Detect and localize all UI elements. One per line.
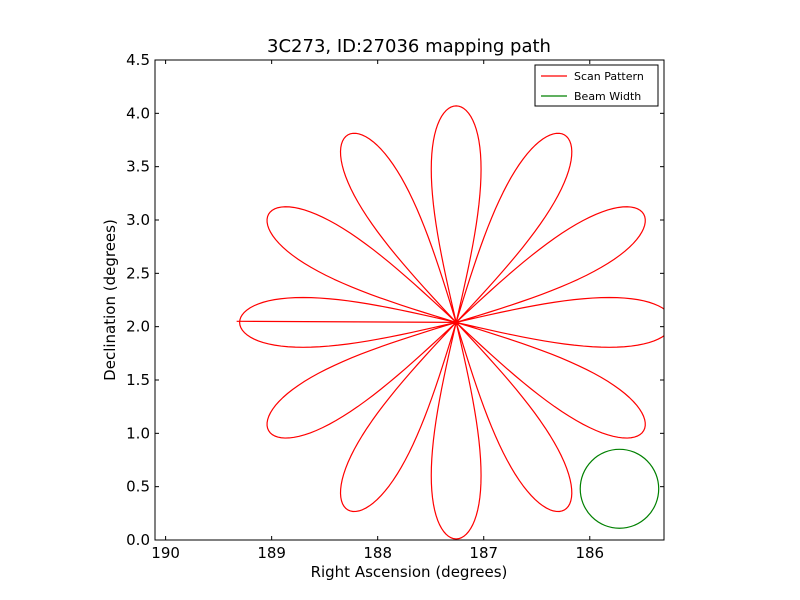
x-tick-label: 186: [575, 544, 604, 562]
legend: Scan Pattern Beam Width: [534, 64, 659, 107]
x-tick-label: 190: [151, 544, 180, 562]
series-layer: [236, 105, 664, 540]
x-tick-label: 187: [469, 544, 498, 562]
y-tick-label: 2.5: [126, 264, 150, 282]
series-scan-pattern-line: [236, 105, 664, 540]
legend-label-scan-pattern: Scan Pattern: [574, 70, 644, 83]
series-beam-width-circle: [579, 448, 660, 529]
legend-box: [534, 64, 659, 107]
chart-title: 3C273, ID:27036 mapping path: [267, 36, 551, 57]
y-tick-label: 0.0: [126, 531, 150, 549]
y-tick-label: 3.0: [126, 211, 150, 229]
x-axis-label: Right Ascension (degrees): [311, 563, 508, 581]
y-axis-label: Declination (degrees): [101, 219, 119, 381]
y-tick-label: 4.5: [126, 51, 150, 69]
y-tick-label: 3.5: [126, 158, 150, 176]
legend-label-beam-width: Beam Width: [574, 90, 641, 103]
x-tick-label: 189: [257, 544, 286, 562]
y-tick-label: 0.5: [126, 478, 150, 496]
plot-area: 190 189 188 187 186 0.0 0.5 1.0 1.5 2.0 2.5 3.0 3.5 4…: [126, 51, 665, 562]
y-tick-label: 1.0: [126, 424, 150, 442]
x-tick-label: 188: [363, 544, 392, 562]
plot-frame: [154, 59, 665, 541]
y-tick-label: 2.0: [126, 318, 150, 336]
plot-background: [155, 60, 664, 540]
y-tick-label: 1.5: [126, 371, 150, 389]
y-tick-label: 4.0: [126, 104, 150, 122]
ticks-layer: 190 189 188 187 186 0.0 0.5 1.0 1.5 2.0 2.5 3.0 3.5 4…: [126, 51, 664, 562]
